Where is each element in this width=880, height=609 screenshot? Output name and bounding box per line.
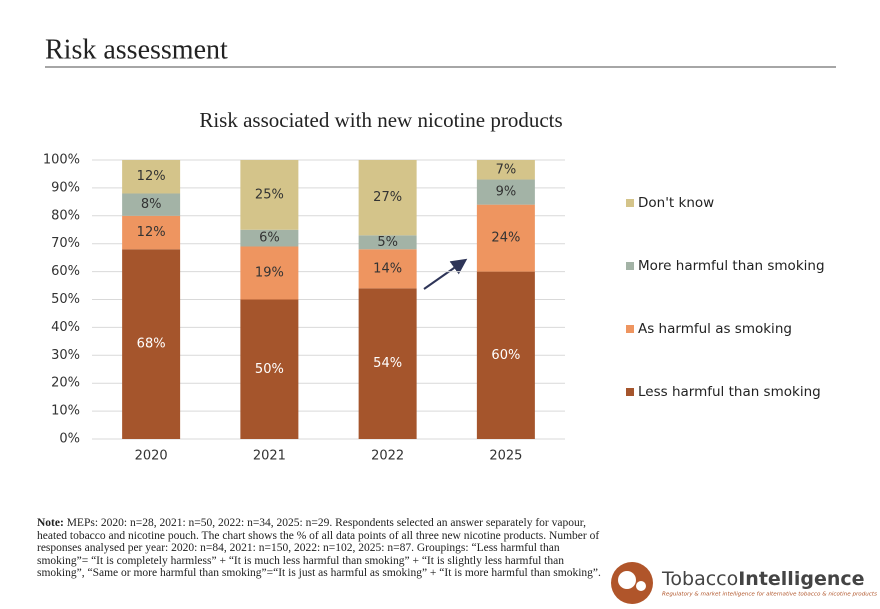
value-label: 12%	[137, 225, 166, 240]
x-tick-label: 2020	[135, 449, 168, 464]
bar-segment	[240, 299, 299, 439]
legend-label: As harmful as smoking	[638, 321, 792, 337]
bar-segment	[240, 229, 299, 247]
logo-icon-dot	[636, 581, 646, 591]
bar-segment	[476, 271, 535, 439]
value-label: 14%	[373, 261, 402, 276]
x-tick-label: 2025	[489, 449, 522, 464]
bar-segment	[476, 204, 535, 272]
value-label: 5%	[377, 235, 398, 250]
value-label: 68%	[137, 337, 166, 352]
x-tick-label: 2022	[371, 449, 404, 464]
bar-segment	[122, 193, 181, 216]
value-label: 50%	[255, 362, 284, 377]
bar-segment	[358, 235, 417, 250]
y-tick-label: 70%	[51, 236, 80, 251]
value-label: 24%	[491, 231, 520, 246]
y-tick-label: 0%	[59, 432, 80, 447]
y-tick-label: 90%	[51, 180, 80, 195]
y-tick-label: 60%	[51, 264, 80, 279]
logo-text: TobaccoIntelligence	[661, 568, 865, 590]
logo-tagline: Regulatory & market intelligence for alt…	[662, 592, 877, 598]
legend-swatch	[626, 388, 634, 396]
note-text: MEPs: 2020: n=28, 2021: n=50, 2022: n=34…	[37, 517, 601, 580]
y-tick-label: 100%	[43, 153, 80, 168]
note-label: Note:	[37, 517, 64, 529]
trend-arrow	[423, 258, 468, 290]
logo-bold: Intelligence	[738, 568, 864, 590]
value-label: 54%	[373, 356, 402, 371]
y-tick-label: 80%	[51, 208, 80, 223]
bar-segment	[358, 160, 417, 236]
value-label: 25%	[255, 187, 284, 202]
bar-segment	[122, 215, 181, 250]
x-tick-label: 2021	[253, 449, 286, 464]
bar-segment	[476, 179, 535, 205]
y-tick-label: 10%	[51, 404, 80, 419]
value-label: 9%	[496, 185, 517, 200]
value-label: 8%	[141, 197, 162, 212]
legend-label: Less harmful than smoking	[638, 384, 821, 400]
value-label: 60%	[491, 348, 520, 363]
bar-segment	[358, 288, 417, 439]
legend-swatch	[626, 262, 634, 270]
bar-segment	[476, 160, 535, 180]
value-label: 27%	[373, 190, 402, 205]
logo-icon-inner	[618, 571, 636, 589]
note: Note: MEPs: 2020: n=28, 2021: n=50, 2022…	[37, 517, 603, 580]
value-label: 12%	[137, 169, 166, 184]
legend-swatch	[626, 199, 634, 207]
bar-segment	[240, 246, 299, 300]
value-label: 7%	[496, 162, 517, 177]
legend-swatch	[626, 325, 634, 333]
legend-label: More harmful than smoking	[638, 258, 825, 274]
y-tick-label: 50%	[51, 292, 80, 307]
bar-segment	[240, 160, 299, 230]
y-tick-label: 30%	[51, 348, 80, 363]
chart-title: Risk associated with new nicotine produc…	[199, 108, 562, 132]
y-tick-label: 40%	[51, 320, 80, 335]
bar-segment	[358, 249, 417, 289]
bar-segment	[122, 249, 181, 439]
page-title: Risk assessment	[45, 34, 228, 65]
logo-regular: Tobacco	[661, 568, 738, 590]
legend-label: Don't know	[638, 195, 714, 211]
value-label: 6%	[259, 231, 280, 246]
bar-segment	[122, 160, 181, 194]
value-label: 19%	[255, 265, 284, 280]
y-tick-label: 20%	[51, 376, 80, 391]
